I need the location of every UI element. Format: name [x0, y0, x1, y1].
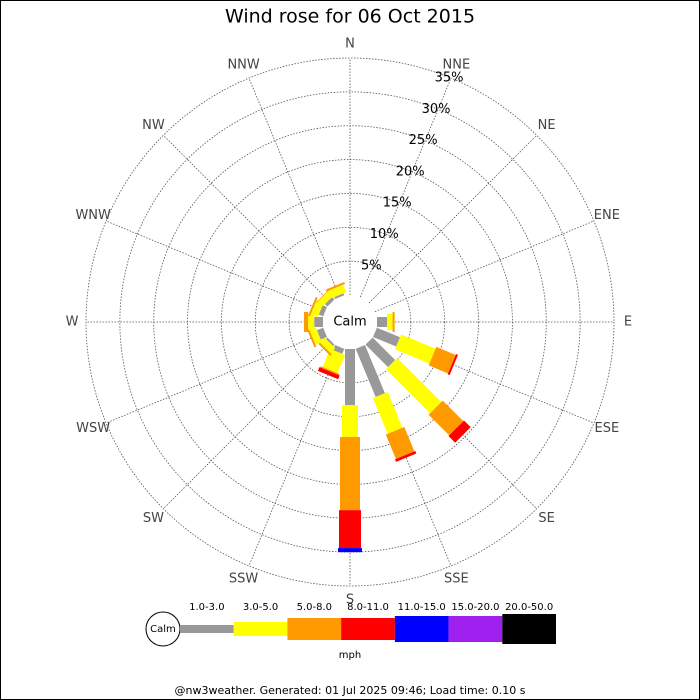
- direction-label: NW: [142, 118, 165, 133]
- direction-label: SSE: [444, 571, 469, 586]
- wind-bar: [334, 293, 345, 299]
- wind-bar: [372, 392, 403, 434]
- r-tick-label: 35%: [435, 71, 464, 86]
- r-tick-label: 20%: [396, 164, 425, 179]
- wind-bar: [428, 346, 456, 374]
- wind-bar: [309, 327, 322, 345]
- spoke: [163, 340, 332, 509]
- legend-label: 15.0-20.0: [451, 602, 499, 613]
- direction-label: WSW: [76, 421, 110, 436]
- wind-bar: [365, 337, 396, 368]
- chart-title: Wind rose for 06 Oct 2015: [225, 6, 475, 28]
- wind-bar: [316, 340, 332, 356]
- wind-bar: [342, 405, 358, 438]
- wind-bar: [392, 312, 395, 332]
- wind-bar: [322, 348, 345, 374]
- wind-bar: [355, 345, 385, 398]
- spoke: [105, 220, 326, 313]
- wind-bar: [324, 296, 335, 307]
- legend-unit: mph: [339, 650, 361, 661]
- legend-label: 1.0-3.0: [189, 602, 224, 613]
- direction-label: ENE: [594, 208, 620, 223]
- wind-bar: [345, 349, 355, 406]
- r-tick-label: 30%: [422, 102, 451, 117]
- wind-bar: [318, 305, 327, 317]
- direction-label: N: [345, 37, 355, 52]
- direction-label: NE: [538, 118, 556, 133]
- legend-swatch: [502, 614, 556, 644]
- spoke: [374, 220, 595, 313]
- wind-bar: [387, 314, 393, 330]
- spoke: [248, 77, 341, 298]
- direction-label: S: [346, 593, 354, 608]
- wind-bar: [395, 334, 436, 364]
- direction-label: ESE: [594, 421, 619, 436]
- footer: @nw3weather. Generated: 01 Jul 2025 09:4…: [175, 684, 526, 697]
- wind-bar: [314, 317, 324, 327]
- r-tick-label: 15%: [383, 196, 412, 211]
- wind-bar: [339, 510, 361, 549]
- direction-label: W: [66, 315, 79, 330]
- wind-bar: [319, 336, 336, 353]
- wind-bar: [385, 426, 415, 460]
- legend-swatch: [394, 616, 449, 642]
- wind-bar: [306, 328, 317, 348]
- spoke: [368, 135, 537, 304]
- wind-bar: [316, 327, 327, 340]
- legend-calm-label: Calm: [150, 624, 176, 635]
- direction-label: E: [624, 315, 632, 330]
- legend-label: 8.0-11.0: [347, 602, 389, 613]
- calm-circle: [325, 297, 375, 347]
- wind-bar: [328, 284, 347, 299]
- legend-label: 5.0-8.0: [297, 602, 332, 613]
- spoke: [105, 331, 326, 424]
- wind-bar: [304, 312, 309, 332]
- spoke: [163, 135, 332, 304]
- legend-label: 20.0-50.0: [505, 602, 553, 613]
- r-tick-label: 5%: [361, 258, 382, 273]
- legend-swatch: [341, 618, 395, 640]
- wind-bar: [308, 314, 315, 330]
- wind-bar: [325, 281, 346, 292]
- wind-bar: [325, 337, 335, 347]
- wind-bar: [447, 354, 458, 376]
- wind-bar: [317, 367, 340, 380]
- direction-label: SSW: [229, 571, 259, 586]
- wind-bar: [377, 317, 388, 327]
- legend-label: 11.0-15.0: [398, 602, 446, 613]
- legend-swatch: [448, 616, 503, 642]
- r-tick-label: 10%: [370, 227, 399, 242]
- wind-bar: [428, 400, 464, 436]
- spoke: [359, 77, 452, 298]
- direction-label: SW: [143, 511, 164, 526]
- wind-bar: [310, 299, 324, 318]
- wind-bar: [394, 450, 417, 462]
- legend-swatch: [233, 622, 288, 636]
- legend-swatch: [180, 625, 234, 633]
- wind-bar: [385, 357, 442, 414]
- wind-bar: [308, 296, 318, 317]
- grid-ring: [254, 226, 446, 418]
- wind-bar: [338, 548, 362, 553]
- wind-bar: [320, 366, 340, 376]
- wind-bar: [340, 437, 360, 511]
- wind-bar: [448, 420, 471, 443]
- r-tick-label: 25%: [409, 133, 438, 148]
- wind-bar: [373, 327, 401, 347]
- direction-label: SE: [538, 511, 554, 526]
- direction-label: WNW: [75, 208, 111, 223]
- legend-label: 3.0-5.0: [243, 602, 278, 613]
- wind-bar: [316, 288, 331, 303]
- grid-ring: [85, 57, 615, 587]
- legend-swatch: [287, 618, 342, 640]
- calm-label: Calm: [333, 315, 366, 330]
- spoke: [248, 346, 341, 567]
- wind-bar: [332, 345, 345, 354]
- direction-label: NNE: [443, 58, 471, 73]
- direction-label: NNW: [227, 58, 259, 73]
